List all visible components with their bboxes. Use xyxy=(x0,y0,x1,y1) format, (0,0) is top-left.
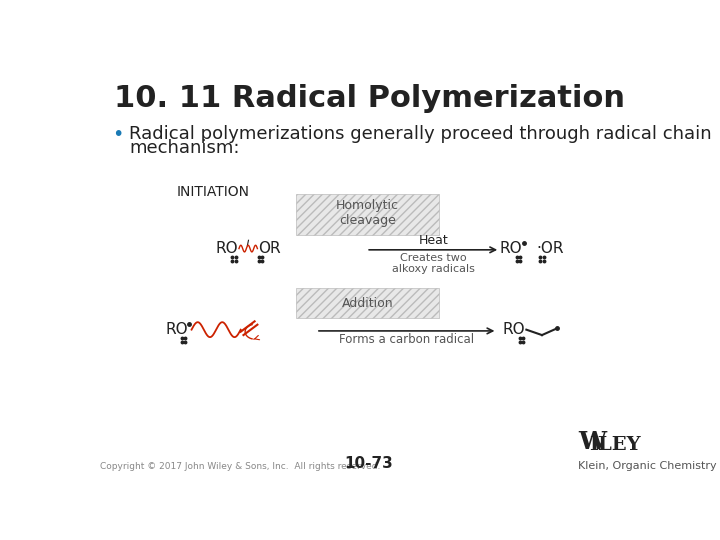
Text: mechanism:: mechanism: xyxy=(129,139,240,157)
Text: Addition: Addition xyxy=(341,296,393,309)
Text: Creates two
alkoxy radicals: Creates two alkoxy radicals xyxy=(392,253,474,274)
Text: RO: RO xyxy=(165,322,188,337)
Text: W: W xyxy=(578,430,606,454)
Text: OR: OR xyxy=(258,241,281,256)
Text: Klein, Organic Chemistry 3e: Klein, Organic Chemistry 3e xyxy=(578,462,720,471)
FancyBboxPatch shape xyxy=(297,288,438,319)
Text: Homolytic
cleavage: Homolytic cleavage xyxy=(336,199,399,227)
Text: Heat: Heat xyxy=(418,233,448,246)
Text: RO: RO xyxy=(215,241,238,256)
Text: 10-73: 10-73 xyxy=(345,456,393,471)
FancyBboxPatch shape xyxy=(297,194,438,235)
Text: RO: RO xyxy=(500,241,523,256)
Text: •: • xyxy=(112,125,124,144)
Text: Copyright © 2017 John Wiley & Sons, Inc.  All rights reserved.: Copyright © 2017 John Wiley & Sons, Inc.… xyxy=(100,462,380,471)
Text: RO: RO xyxy=(503,322,526,337)
Text: Forms a carbon radical: Forms a carbon radical xyxy=(339,333,474,346)
Text: 10. 11 Radical Polymerization: 10. 11 Radical Polymerization xyxy=(114,84,624,112)
Text: INITIATION: INITIATION xyxy=(176,185,250,199)
Text: ILEY: ILEY xyxy=(590,436,641,454)
Text: ·OR: ·OR xyxy=(536,241,564,256)
Text: Radical polymerizations generally proceed through radical chain: Radical polymerizations generally procee… xyxy=(129,125,711,143)
